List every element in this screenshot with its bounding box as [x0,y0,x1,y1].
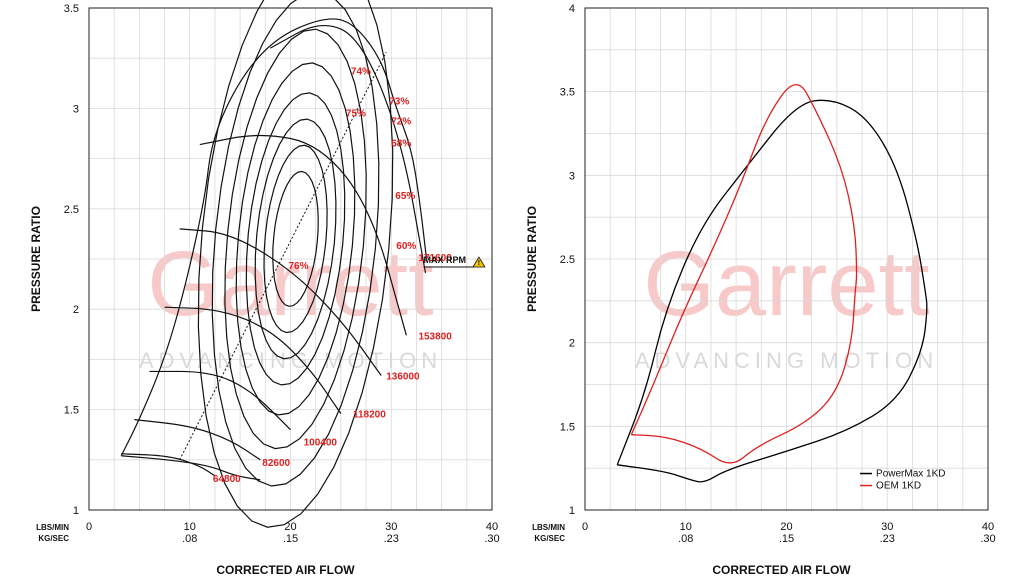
x-tick-label: 40 [486,521,498,533]
watermark-tagline: ADVANCING MOTION [635,348,938,373]
efficiency-label: 72% [391,116,411,127]
efficiency-contour [254,118,337,360]
efficiency-contour [245,92,346,386]
series-line [616,99,928,483]
x-unit-secondary: KG/SEC [38,534,69,543]
plot-frame [584,7,989,511]
efficiency-contour [211,0,380,487]
legend-label: OEM 1KD [876,481,921,492]
y-tick-label: 1.5 [560,421,575,433]
x-tick-label: 0 [582,521,588,533]
speed-line-label: 153800 [418,331,452,342]
speed-line [199,134,407,336]
x-tick-label-secondary: .30 [484,533,499,545]
efficiency-label: 65% [395,191,415,202]
legend-label: PowerMax 1KD [876,469,945,480]
efficiency-label: 60% [396,241,416,252]
speed-line-label: 171600 [418,253,452,264]
efficiency-label: 68% [391,139,411,150]
x-tick-label-secondary: .23 [880,533,895,545]
efficiency-contour [224,28,367,450]
efficiency-label: 74% [351,66,371,77]
speed-line [121,453,216,477]
x-tick-label: 40 [982,521,994,533]
x-tick-label: 10 [184,521,196,533]
y-tick-label: 1.5 [64,405,79,417]
efficiency-contour [235,62,356,416]
warning-icon [472,256,486,268]
y-tick-label: 3 [73,103,79,115]
surge-line [120,18,428,457]
y-tick-label: 2.5 [64,204,79,216]
speed-line-label: 100400 [304,438,338,449]
x-tick-label: 20 [284,521,296,533]
x-axis-title: CORRECTED AIR FLOW [712,563,851,576]
y-tick-label: 3.5 [560,87,575,99]
x-unit-primary: LBS/MIN [36,523,69,532]
y-tick-label: 1 [569,505,575,517]
warning-icon-glyph: ! [478,260,480,267]
speed-line-label: 82600 [262,458,290,469]
y-tick-label: 3.5 [64,3,79,15]
y-tick-label: 1 [73,505,79,517]
x-tick-label-secondary: .30 [980,533,995,545]
max-rpm-label: MAX RPM [423,255,466,265]
x-axis-title: CORRECTED AIR FLOW [216,563,355,576]
y-axis-title: PRESSURE RATIO [525,206,539,312]
y-axis-title: PRESSURE RATIO [29,206,43,312]
x-unit-secondary: KG/SEC [534,534,565,543]
speed-line-label: 136000 [386,371,420,382]
series-line [630,84,858,464]
efficiency-contour [272,170,319,307]
x-tick-label-secondary: .15 [779,533,794,545]
x-tick-label: 30 [385,521,397,533]
speed-line [134,419,261,461]
efficiency-contour [263,144,328,334]
x-unit-primary: LBS/MIN [532,523,565,532]
y-tick-label: 2.5 [560,254,575,266]
x-tick-label: 30 [881,521,893,533]
x-tick-label-secondary: .15 [283,533,298,545]
y-tick-label: 2 [73,304,79,316]
speed-line [164,306,342,414]
efficiency-label: 76% [288,261,308,272]
x-tick-label-secondary: .23 [384,533,399,545]
efficiency-contour [197,0,394,528]
x-tick-label-secondary: .08 [182,533,197,545]
x-tick-label: 10 [680,521,692,533]
y-tick-label: 2 [569,338,575,350]
x-tick-label: 20 [780,521,792,533]
speed-line [149,370,291,431]
plot-frame [88,7,493,511]
speed-line-label: 64800 [213,474,241,485]
y-tick-label: 3 [569,170,575,182]
x-tick-label: 0 [86,521,92,533]
efficiency-label: 75% [346,108,366,119]
peak-efficiency-line [179,51,387,461]
speed-line [270,24,427,274]
efficiency-label: 73% [389,96,409,107]
y-tick-label: 4 [569,3,575,15]
speed-line [179,228,382,376]
watermark-tagline: ADVANCING MOTION [139,348,442,373]
x-tick-label-secondary: .08 [678,533,693,545]
speed-line-label: 118200 [353,410,386,421]
